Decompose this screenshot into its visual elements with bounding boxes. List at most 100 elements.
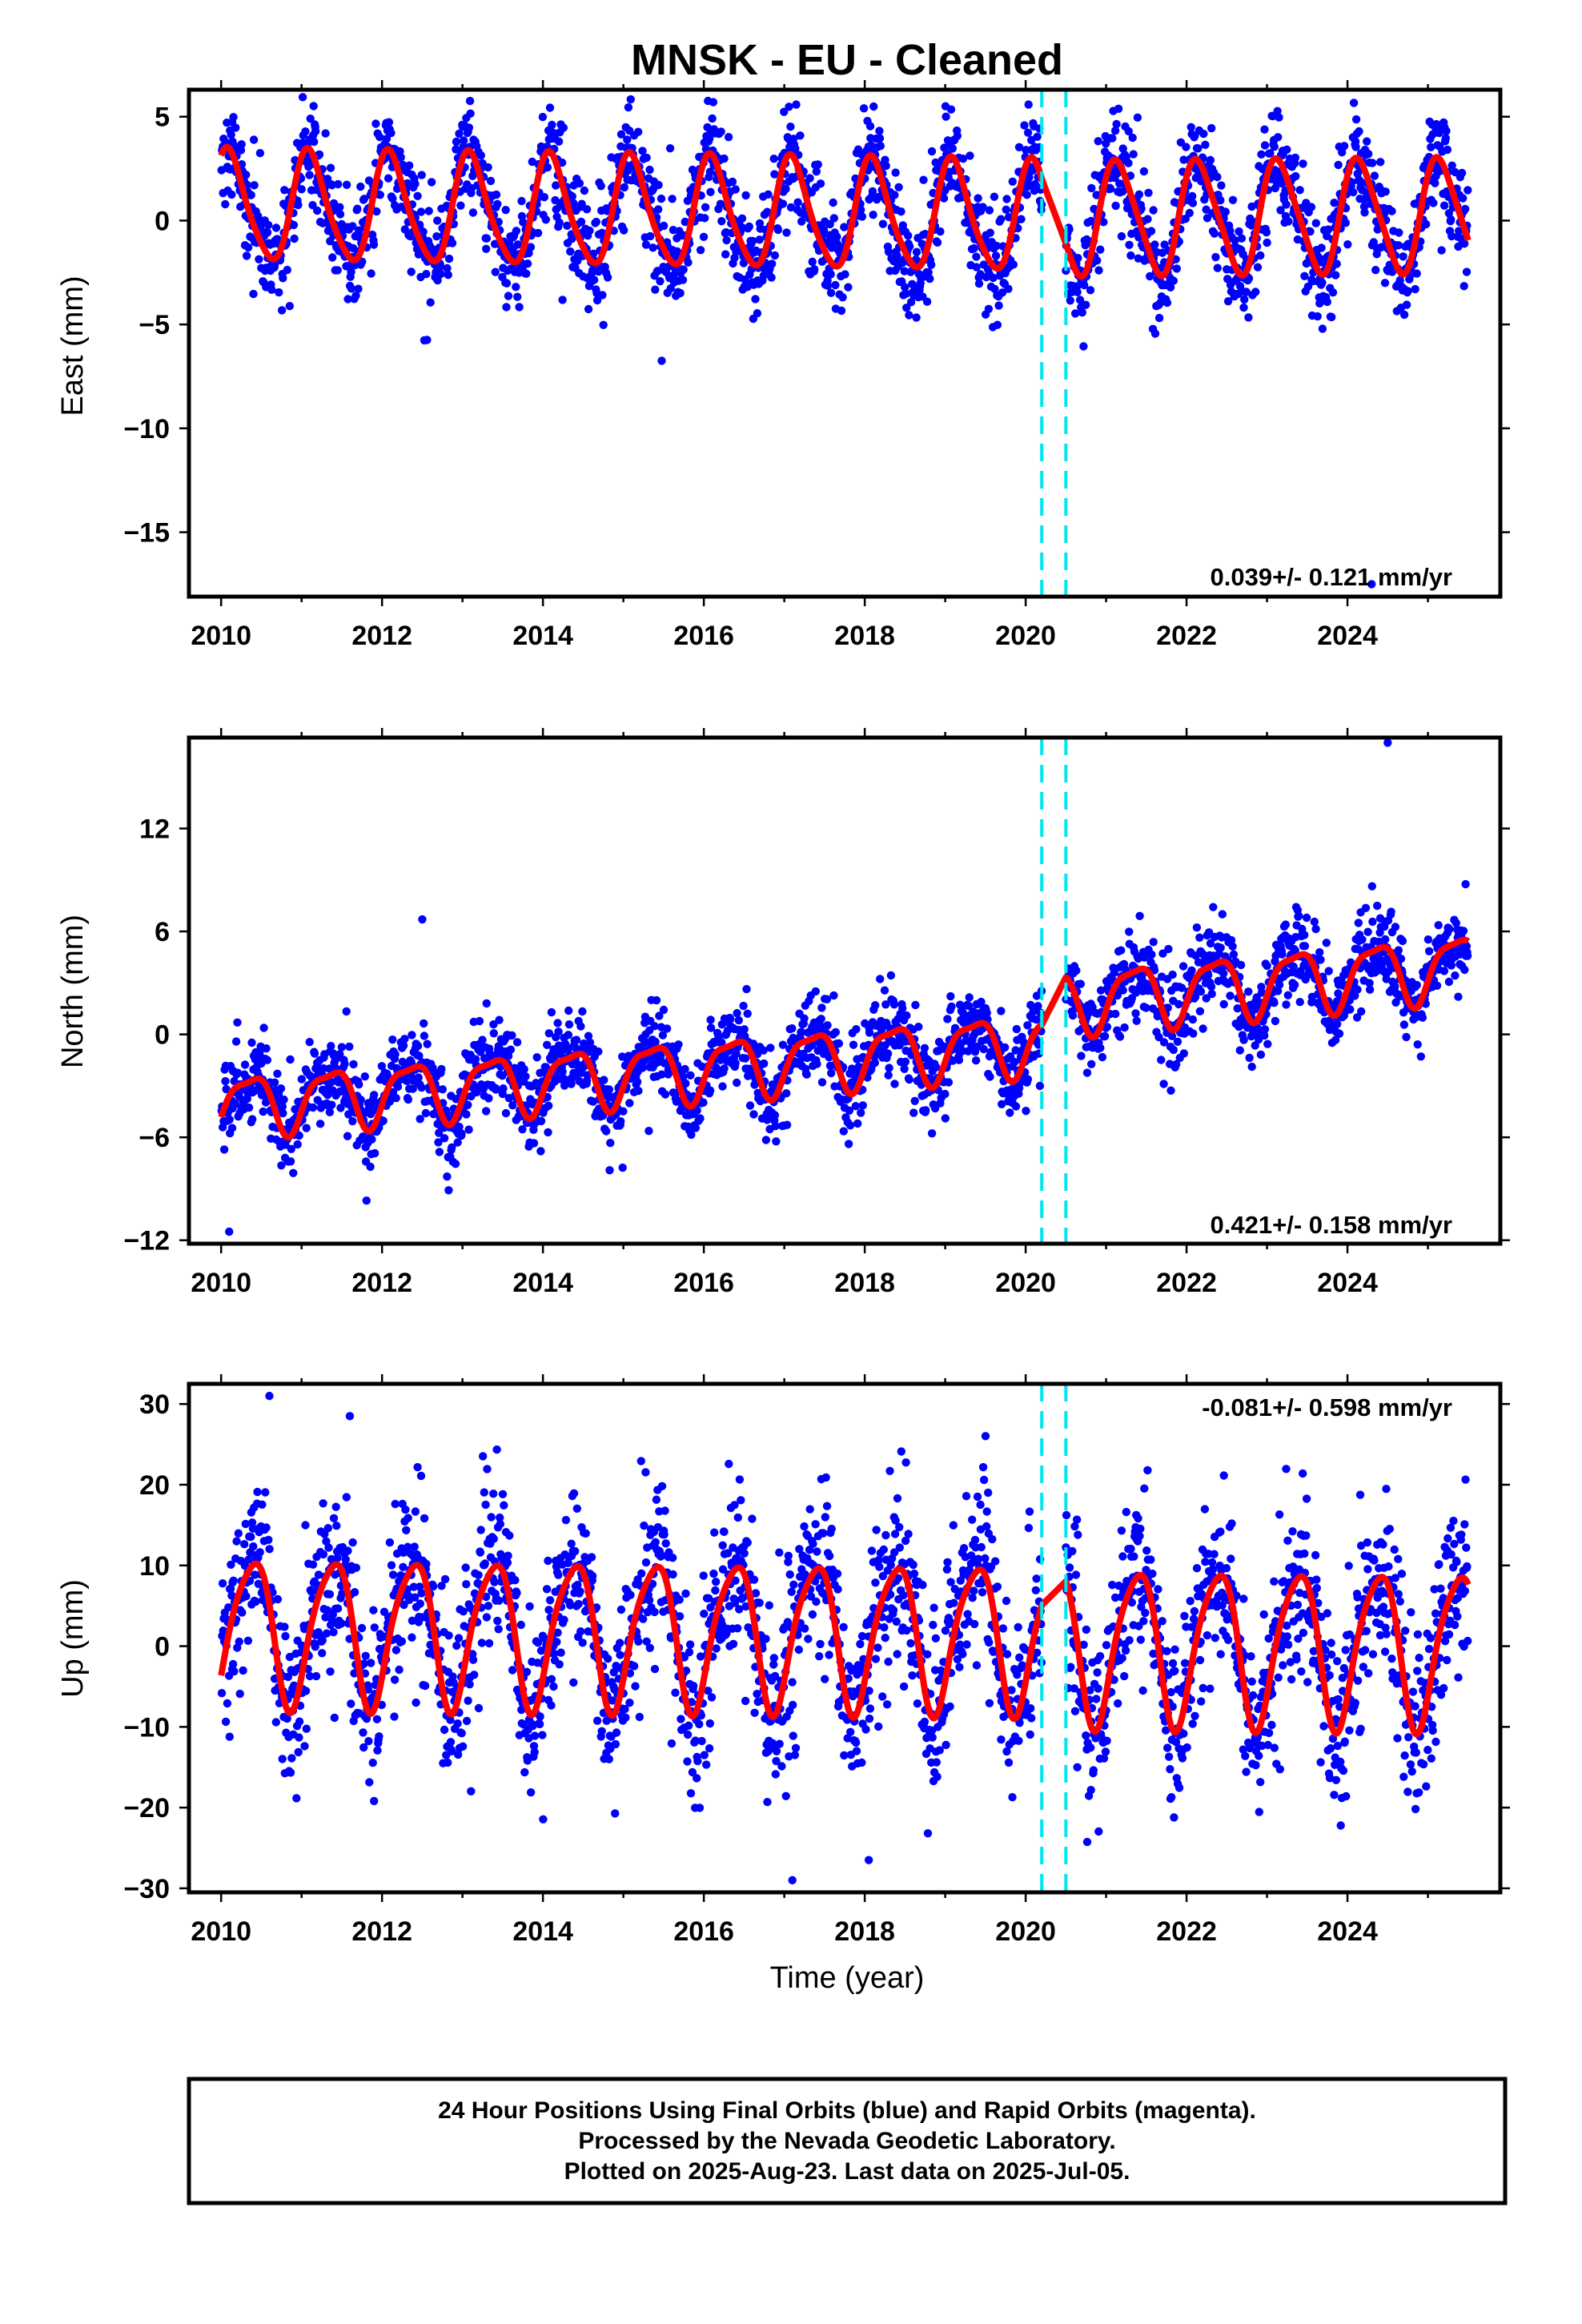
data-point (231, 1037, 241, 1046)
data-point (927, 260, 936, 269)
data-point (1462, 267, 1472, 276)
data-point (619, 1107, 628, 1116)
data-point (927, 147, 937, 156)
data-point (1086, 286, 1095, 295)
data-point (909, 1108, 918, 1117)
data-point (772, 1137, 781, 1146)
data-point (396, 153, 405, 162)
north-rate-text: 0.421+/- 0.158 mm/yr (1211, 1211, 1452, 1239)
data-point (418, 915, 427, 924)
x-tick-label: 2024 (1317, 1916, 1378, 1947)
data-point (1128, 133, 1137, 143)
x-tick-label: 2010 (191, 1268, 251, 1298)
data-point (313, 206, 322, 215)
data-point (1439, 967, 1449, 975)
data-point (1399, 310, 1409, 320)
data-point (375, 132, 384, 142)
data-point (420, 1019, 428, 1028)
data-point (1011, 1102, 1021, 1111)
data-point (739, 1001, 748, 1011)
data-point (1087, 1059, 1096, 1069)
data-point (343, 295, 352, 304)
data-point (1132, 1016, 1141, 1026)
data-point (1244, 313, 1253, 322)
data-point (326, 163, 335, 172)
data-point (495, 1015, 504, 1024)
data-point (423, 1039, 432, 1048)
data-point (696, 1114, 705, 1123)
data-point (327, 1100, 336, 1109)
data-point (515, 303, 524, 312)
data-point (1412, 980, 1421, 990)
x-tick-label: 2020 (995, 1268, 1056, 1298)
data-point (823, 281, 833, 290)
data-point (229, 113, 238, 122)
data-point (1024, 100, 1033, 109)
data-point (1126, 251, 1135, 260)
data-point (273, 1069, 282, 1079)
data-point (766, 1043, 775, 1052)
data-point (811, 987, 820, 996)
data-point (985, 206, 994, 215)
data-point (1387, 207, 1396, 215)
data-point (1349, 187, 1358, 197)
data-point (904, 231, 913, 240)
data-point (1112, 119, 1121, 129)
data-point (717, 127, 725, 136)
data-point (1260, 125, 1269, 134)
data-point (1023, 1075, 1033, 1084)
data-point (1278, 950, 1287, 959)
data-point (298, 93, 307, 102)
data-point (464, 1125, 473, 1134)
data-point (242, 171, 251, 179)
data-point (1195, 933, 1204, 943)
data-point (948, 144, 958, 153)
data-point (761, 1136, 771, 1144)
data-point (1349, 99, 1359, 107)
data-point (347, 267, 355, 276)
data-point (720, 154, 729, 163)
x-tick-label: 2012 (351, 621, 412, 651)
data-point (308, 1103, 318, 1112)
east-ticks: 2010 2012 2014 2016 2018 2020 2022 2024−15−10−5… (123, 80, 1510, 651)
data-point (875, 134, 885, 143)
data-point (782, 1089, 791, 1098)
data-point (1247, 1062, 1256, 1072)
data-point (1087, 183, 1096, 193)
data-point (651, 285, 660, 294)
data-point (1464, 186, 1472, 195)
data-point (489, 1029, 498, 1038)
x-tick-label: 2014 (512, 1916, 573, 1947)
data-point (423, 336, 432, 344)
data-point (1002, 205, 1010, 214)
data-point (217, 1689, 227, 1698)
data-point (225, 1115, 234, 1124)
data-point (869, 211, 877, 219)
data-point (1310, 917, 1319, 927)
data-point (696, 246, 705, 255)
data-point (345, 1042, 354, 1051)
data-point (1150, 329, 1160, 338)
data-point (679, 265, 688, 274)
data-point (426, 298, 435, 307)
data-point (997, 215, 1006, 223)
data-point (1364, 150, 1373, 159)
data-point (841, 270, 849, 279)
data-point (659, 221, 669, 231)
data-point (1082, 1068, 1092, 1077)
data-point (1210, 229, 1219, 238)
data-point (745, 1101, 755, 1110)
data-point (773, 225, 783, 235)
data-point (582, 205, 592, 214)
data-point (255, 255, 263, 263)
data-point (878, 219, 888, 228)
data-point (221, 1076, 230, 1086)
data-point (778, 199, 788, 208)
data-point (391, 1094, 400, 1103)
data-point (235, 1689, 244, 1699)
data-point (411, 179, 420, 188)
data-point (465, 96, 475, 106)
data-point (359, 195, 369, 203)
data-point (1124, 159, 1133, 167)
